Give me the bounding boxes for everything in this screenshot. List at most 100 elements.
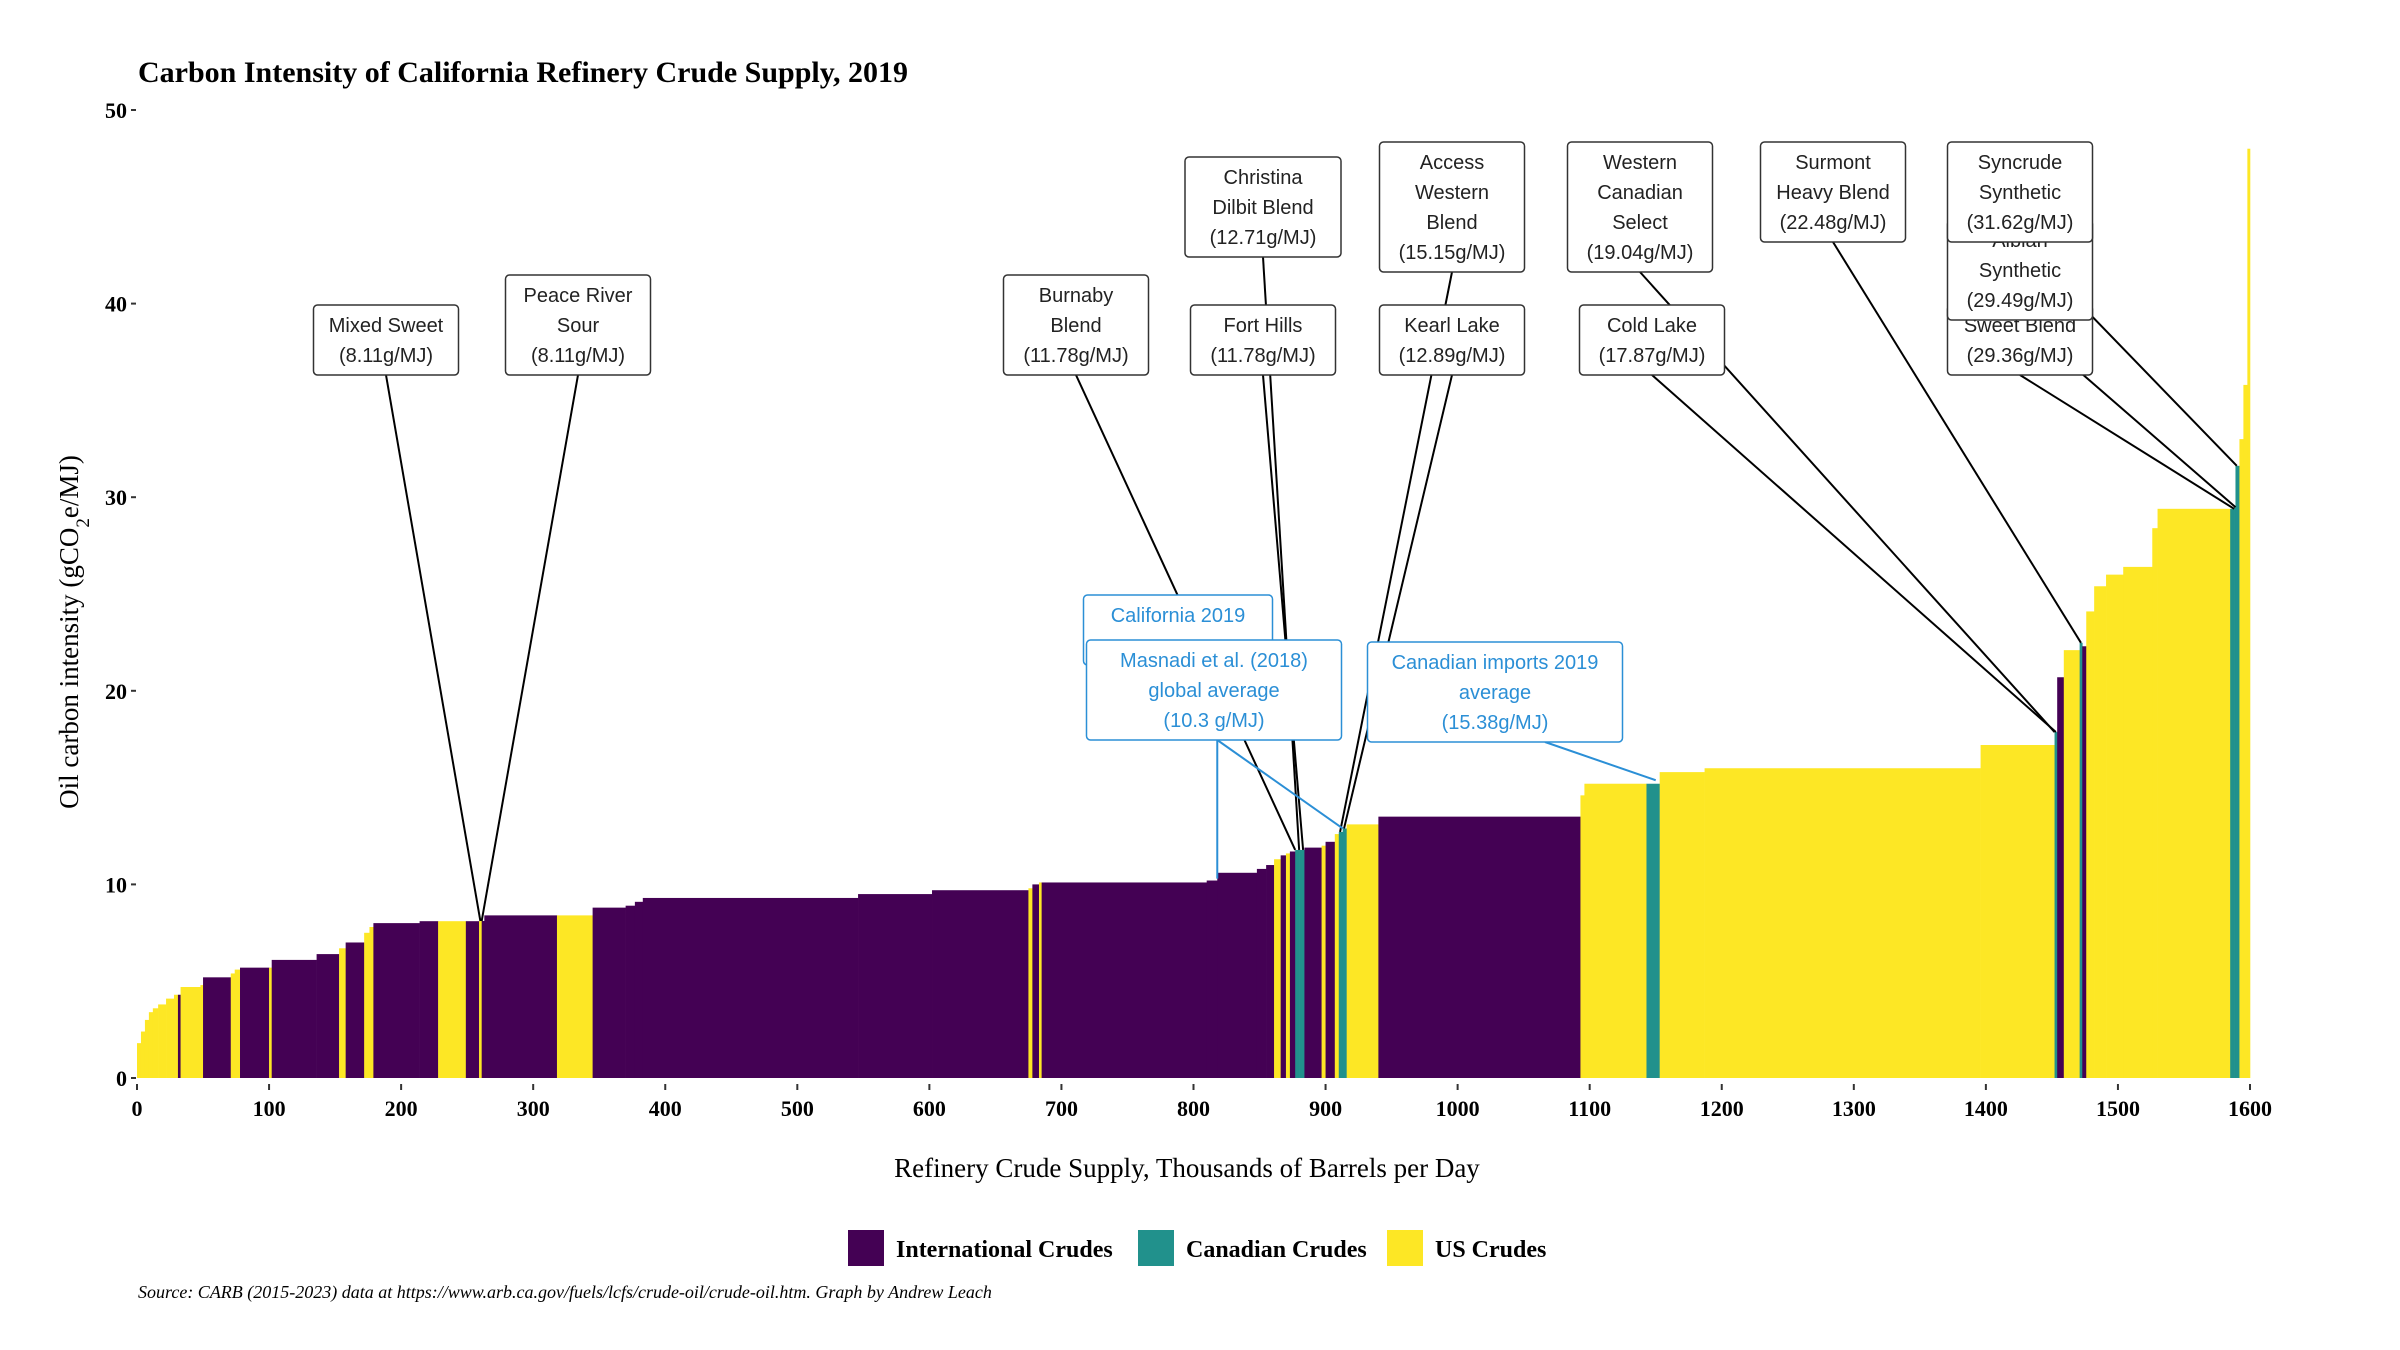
bar: [345, 942, 365, 1078]
annotation-box: [1002, 274, 1150, 376]
annotation-labels: Mixed Sweet (8.11g/MJ) Peace River Sour (8.1…: [312, 141, 2094, 743]
bar: [180, 987, 201, 1078]
annotation-line: (22.48g/MJ): [1780, 212, 1887, 234]
chart-title: Carbon Intensity of California Refinery …: [138, 56, 908, 89]
annotation-line: Canadian: [1597, 182, 1683, 204]
crude-annotation: Peace River Sour (8.11g/MJ): [504, 274, 652, 376]
annotation-box: [1378, 304, 1526, 376]
y-axis-label-main: Oil carbon intensity (gCO: [54, 528, 84, 809]
x-tick-label: 300: [517, 1096, 550, 1121]
annotation-box: [312, 304, 460, 376]
annotation-line: average: [1459, 682, 1531, 704]
y-axis-label: Oil carbon intensity (gCO2e/MJ): [54, 455, 94, 809]
annotation-line: Christina: [1224, 167, 1304, 189]
bar: [1580, 795, 1585, 1078]
annotation-line: Access: [1420, 152, 1484, 174]
annotation-line: (11.78g/MJ): [1023, 345, 1128, 367]
annotation-line: (15.38g/MJ): [1442, 712, 1549, 734]
bar: [1304, 847, 1322, 1078]
bar: [1321, 845, 1326, 1078]
bar: [1659, 772, 1705, 1078]
annotation-line: California 2019: [1111, 605, 1246, 627]
bar: [438, 921, 467, 1078]
bar: [240, 967, 270, 1078]
legend-swatch: [1138, 1230, 1174, 1266]
x-tick-label: 900: [1309, 1096, 1342, 1121]
bar: [137, 1043, 142, 1078]
bar: [2082, 646, 2087, 1078]
bar: [932, 890, 1029, 1078]
annotation-line: (8.11g/MJ): [339, 345, 433, 367]
bar: [484, 915, 558, 1078]
annotation-line: Mixed Sweet: [329, 315, 444, 337]
annotation-line: Dilbit Blend: [1212, 197, 1313, 219]
bar: [144, 1019, 150, 1078]
crude-annotation: Christina Dilbit Blend (12.71g/MJ): [1184, 156, 1342, 258]
bar: [2235, 465, 2240, 1078]
bar: [1041, 882, 1208, 1078]
annotation-line: Sour: [557, 315, 600, 337]
annotation-line: Fort Hills: [1224, 315, 1303, 337]
x-tick-label: 200: [385, 1096, 418, 1121]
x-tick-label: 1000: [1436, 1096, 1480, 1121]
bar: [1325, 841, 1336, 1078]
annotation-line: (29.36g/MJ): [1967, 345, 2074, 367]
bars-group: [137, 148, 2251, 1079]
bar: [1256, 868, 1267, 1078]
annotation-line: (11.78g/MJ): [1210, 345, 1315, 367]
reference-annotation: Masnadi et al. (2018) global average (10.3…: [1085, 639, 1343, 741]
bar: [166, 998, 175, 1078]
crude-annotation: Access Western Blend (15.15g/MJ): [1378, 141, 1526, 273]
bar: [158, 1004, 167, 1078]
x-tick-label: 800: [1177, 1096, 1210, 1121]
leader-line: [1544, 741, 1657, 782]
bar: [269, 967, 273, 1078]
legend-label: US Crudes: [1435, 1237, 1546, 1263]
annotation-line: (12.89g/MJ): [1399, 345, 1506, 367]
bar: [634, 901, 644, 1078]
bar: [230, 973, 236, 1078]
bar: [1334, 834, 1340, 1078]
legend-label: International Crudes: [896, 1237, 1113, 1263]
bar: [271, 959, 317, 1078]
leader-line: [385, 374, 482, 922]
x-tick-label: 100: [253, 1096, 286, 1121]
annotation-line: Syncrude: [1978, 152, 2063, 174]
y-tick-label: 40: [105, 292, 127, 317]
annotation-box: [1946, 141, 2094, 243]
bar: [479, 920, 482, 1078]
bar: [556, 915, 593, 1078]
annotation-line: Masnadi et al. (2018): [1120, 650, 1308, 672]
bar: [339, 948, 346, 1078]
crude-annotation: Western Canadian Select (19.04g/MJ): [1566, 141, 1714, 273]
crude-annotation: Syncrude Synthetic (31.62g/MJ): [1946, 141, 2094, 243]
leader-line: [1216, 739, 1344, 830]
annotation-line: Canadian imports 2019: [1392, 652, 1599, 674]
bar: [316, 954, 340, 1078]
x-axis: 0 100 200 300 400 500 600 700 800 900 1000 1100 1200…: [132, 1084, 2272, 1121]
x-tick-label: 700: [1045, 1096, 1078, 1121]
x-tick-label: 1400: [1964, 1096, 2008, 1121]
bar: [1646, 783, 1660, 1078]
bar: [1338, 831, 1344, 1078]
legend-item: International Crudes: [848, 1230, 1113, 1266]
bar: [419, 921, 439, 1078]
bar: [1285, 853, 1291, 1078]
bar: [234, 969, 241, 1078]
annotation-line: global average: [1148, 680, 1279, 702]
annotation-line: (31.62g/MJ): [1967, 212, 2074, 234]
crude-annotation: Mixed Sweet (8.11g/MJ): [312, 304, 460, 376]
bar: [1378, 816, 1581, 1078]
legend-item: US Crudes: [1387, 1230, 1546, 1266]
bar: [369, 926, 374, 1078]
bar: [1342, 828, 1347, 1078]
annotation-line: (10.3 g/MJ): [1163, 710, 1264, 732]
bar: [1295, 849, 1300, 1078]
leader-line: [1651, 374, 2057, 733]
annotation-line: Western: [1603, 152, 1677, 174]
bar: [2243, 384, 2248, 1078]
bar: [465, 921, 480, 1078]
annotation-line: (29.49g/MJ): [1967, 290, 2074, 312]
annotation-line: Western: [1415, 182, 1489, 204]
